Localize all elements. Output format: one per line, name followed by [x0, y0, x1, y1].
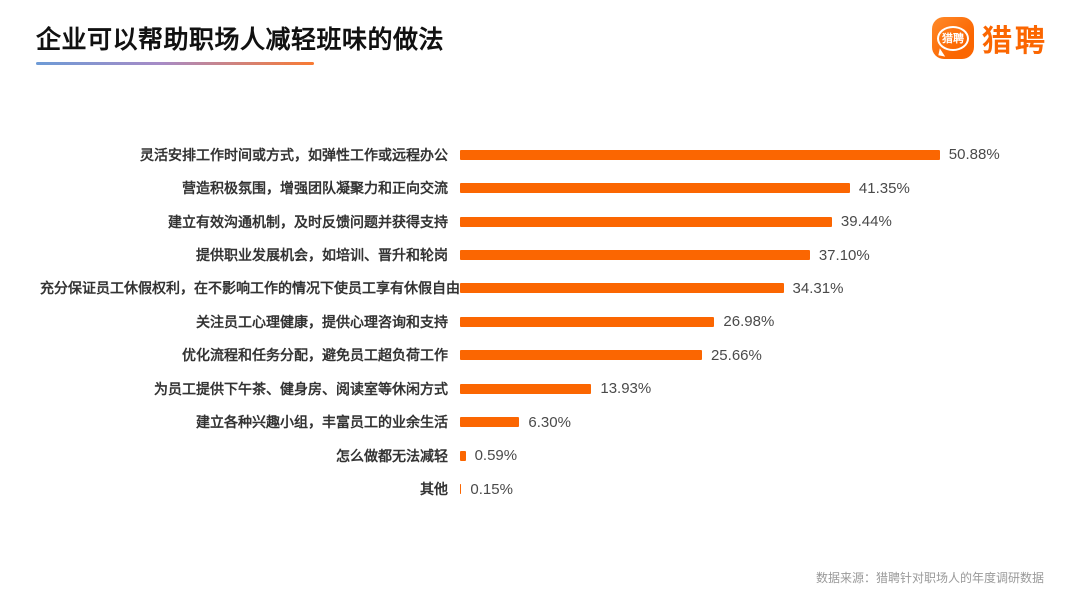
category-label: 其他	[420, 481, 448, 498]
category-label: 充分保证员工休假权利，在不影响工作的情况下使员工享有休假自由	[40, 280, 460, 297]
value-label: 26.98%	[723, 313, 775, 331]
liepin-logo: 猎聘 猎聘	[932, 16, 1048, 60]
chart-row: 怎么做都无法减轻 0.59%	[40, 439, 1060, 472]
chart-row: 灵活安排工作时间或方式，如弹性工作或远程办公 50.88%	[40, 138, 1060, 171]
chart-row: 其他 0.15%	[40, 472, 1060, 505]
chart-row: 提供职业发展机会，如培训、晋升和轮岗 37.10%	[40, 238, 1060, 271]
bar	[460, 450, 466, 461]
bar-area: 34.31%	[460, 280, 1060, 297]
bar	[460, 250, 810, 261]
chart-row: 营造积极氛围，增强团队凝聚力和正向交流 41.35%	[40, 171, 1060, 204]
bar-area: 26.98%	[460, 313, 1060, 330]
chart-row: 充分保证员工休假权利，在不影响工作的情况下使员工享有休假自由 34.31%	[40, 272, 1060, 305]
data-source-note: 数据来源：猎聘针对职场人的年度调研数据	[815, 571, 1044, 585]
chart-row: 建立有效沟通机制，及时反馈问题并获得支持 39.44%	[40, 205, 1060, 238]
title-underline-accent	[36, 62, 314, 65]
chart-row: 为员工提供下午茶、健身房、阅读室等休闲方式 13.93%	[40, 372, 1060, 405]
speech-bubble-tail	[938, 48, 947, 57]
bar	[460, 216, 832, 227]
bar-area: 13.93%	[460, 380, 1060, 397]
category-label: 灵活安排工作时间或方式，如弹性工作或远程办公	[140, 146, 448, 163]
logo-wordmark: 猎聘	[982, 25, 1048, 58]
chart-row: 建立各种兴趣小组，丰富员工的业余生活 6.30%	[40, 406, 1060, 439]
value-label: 25.66%	[710, 346, 762, 364]
value-label: 50.88%	[948, 146, 1000, 164]
category-label: 建立有效沟通机制，及时反馈问题并获得支持	[168, 213, 448, 230]
category-label: 建立各种兴趣小组，丰富员工的业余生活	[196, 414, 448, 431]
category-label: 提供职业发展机会，如培训、晋升和轮岗	[196, 247, 448, 264]
bar	[460, 350, 702, 361]
speech-bubble-icon: 猎聘	[937, 25, 969, 51]
chart-row: 关注员工心理健康，提供心理咨询和支持 26.98%	[40, 305, 1060, 338]
logo-badge-text: 猎聘	[942, 33, 964, 45]
category-label: 怎么做都无法减轻	[336, 447, 448, 464]
bar-area: 41.35%	[460, 180, 1060, 197]
value-label: 39.44%	[840, 213, 892, 231]
bar-area: 0.15%	[460, 481, 1060, 498]
value-label: 6.30%	[528, 413, 571, 431]
page-title: 企业可以帮助职场人减轻班味的做法	[36, 26, 445, 54]
bar-area: 37.10%	[460, 247, 1060, 264]
value-label: 0.15%	[470, 480, 513, 498]
bar-area: 0.59%	[460, 447, 1060, 464]
category-label: 为员工提供下午茶、健身房、阅读室等休闲方式	[154, 380, 448, 397]
value-label: 34.31%	[792, 279, 844, 297]
bar	[460, 484, 462, 495]
bar	[460, 316, 715, 327]
bar	[460, 283, 784, 294]
value-label: 41.35%	[858, 179, 910, 197]
value-label: 13.93%	[600, 380, 652, 398]
bar-area: 50.88%	[460, 146, 1060, 163]
bar-area: 39.44%	[460, 213, 1060, 230]
bar	[460, 417, 520, 428]
bar-area: 6.30%	[460, 414, 1060, 431]
bar	[460, 149, 940, 160]
bar	[460, 383, 592, 394]
bar-area: 25.66%	[460, 347, 1060, 364]
category-label: 关注员工心理健康，提供心理咨询和支持	[196, 313, 448, 330]
bar-chart: 灵活安排工作时间或方式，如弹性工作或远程办公 50.88% 营造积极氛围，增强团…	[40, 138, 1060, 506]
liepin-logo-icon: 猎聘	[932, 17, 974, 59]
chart-row: 优化流程和任务分配，避免员工超负荷工作 25.66%	[40, 339, 1060, 372]
bar	[460, 183, 850, 194]
value-label: 0.59%	[474, 447, 518, 465]
category-label: 营造积极氛围，增强团队凝聚力和正向交流	[182, 180, 448, 197]
category-label: 优化流程和任务分配，避免员工超负荷工作	[182, 347, 448, 364]
value-label: 37.10%	[818, 246, 870, 264]
